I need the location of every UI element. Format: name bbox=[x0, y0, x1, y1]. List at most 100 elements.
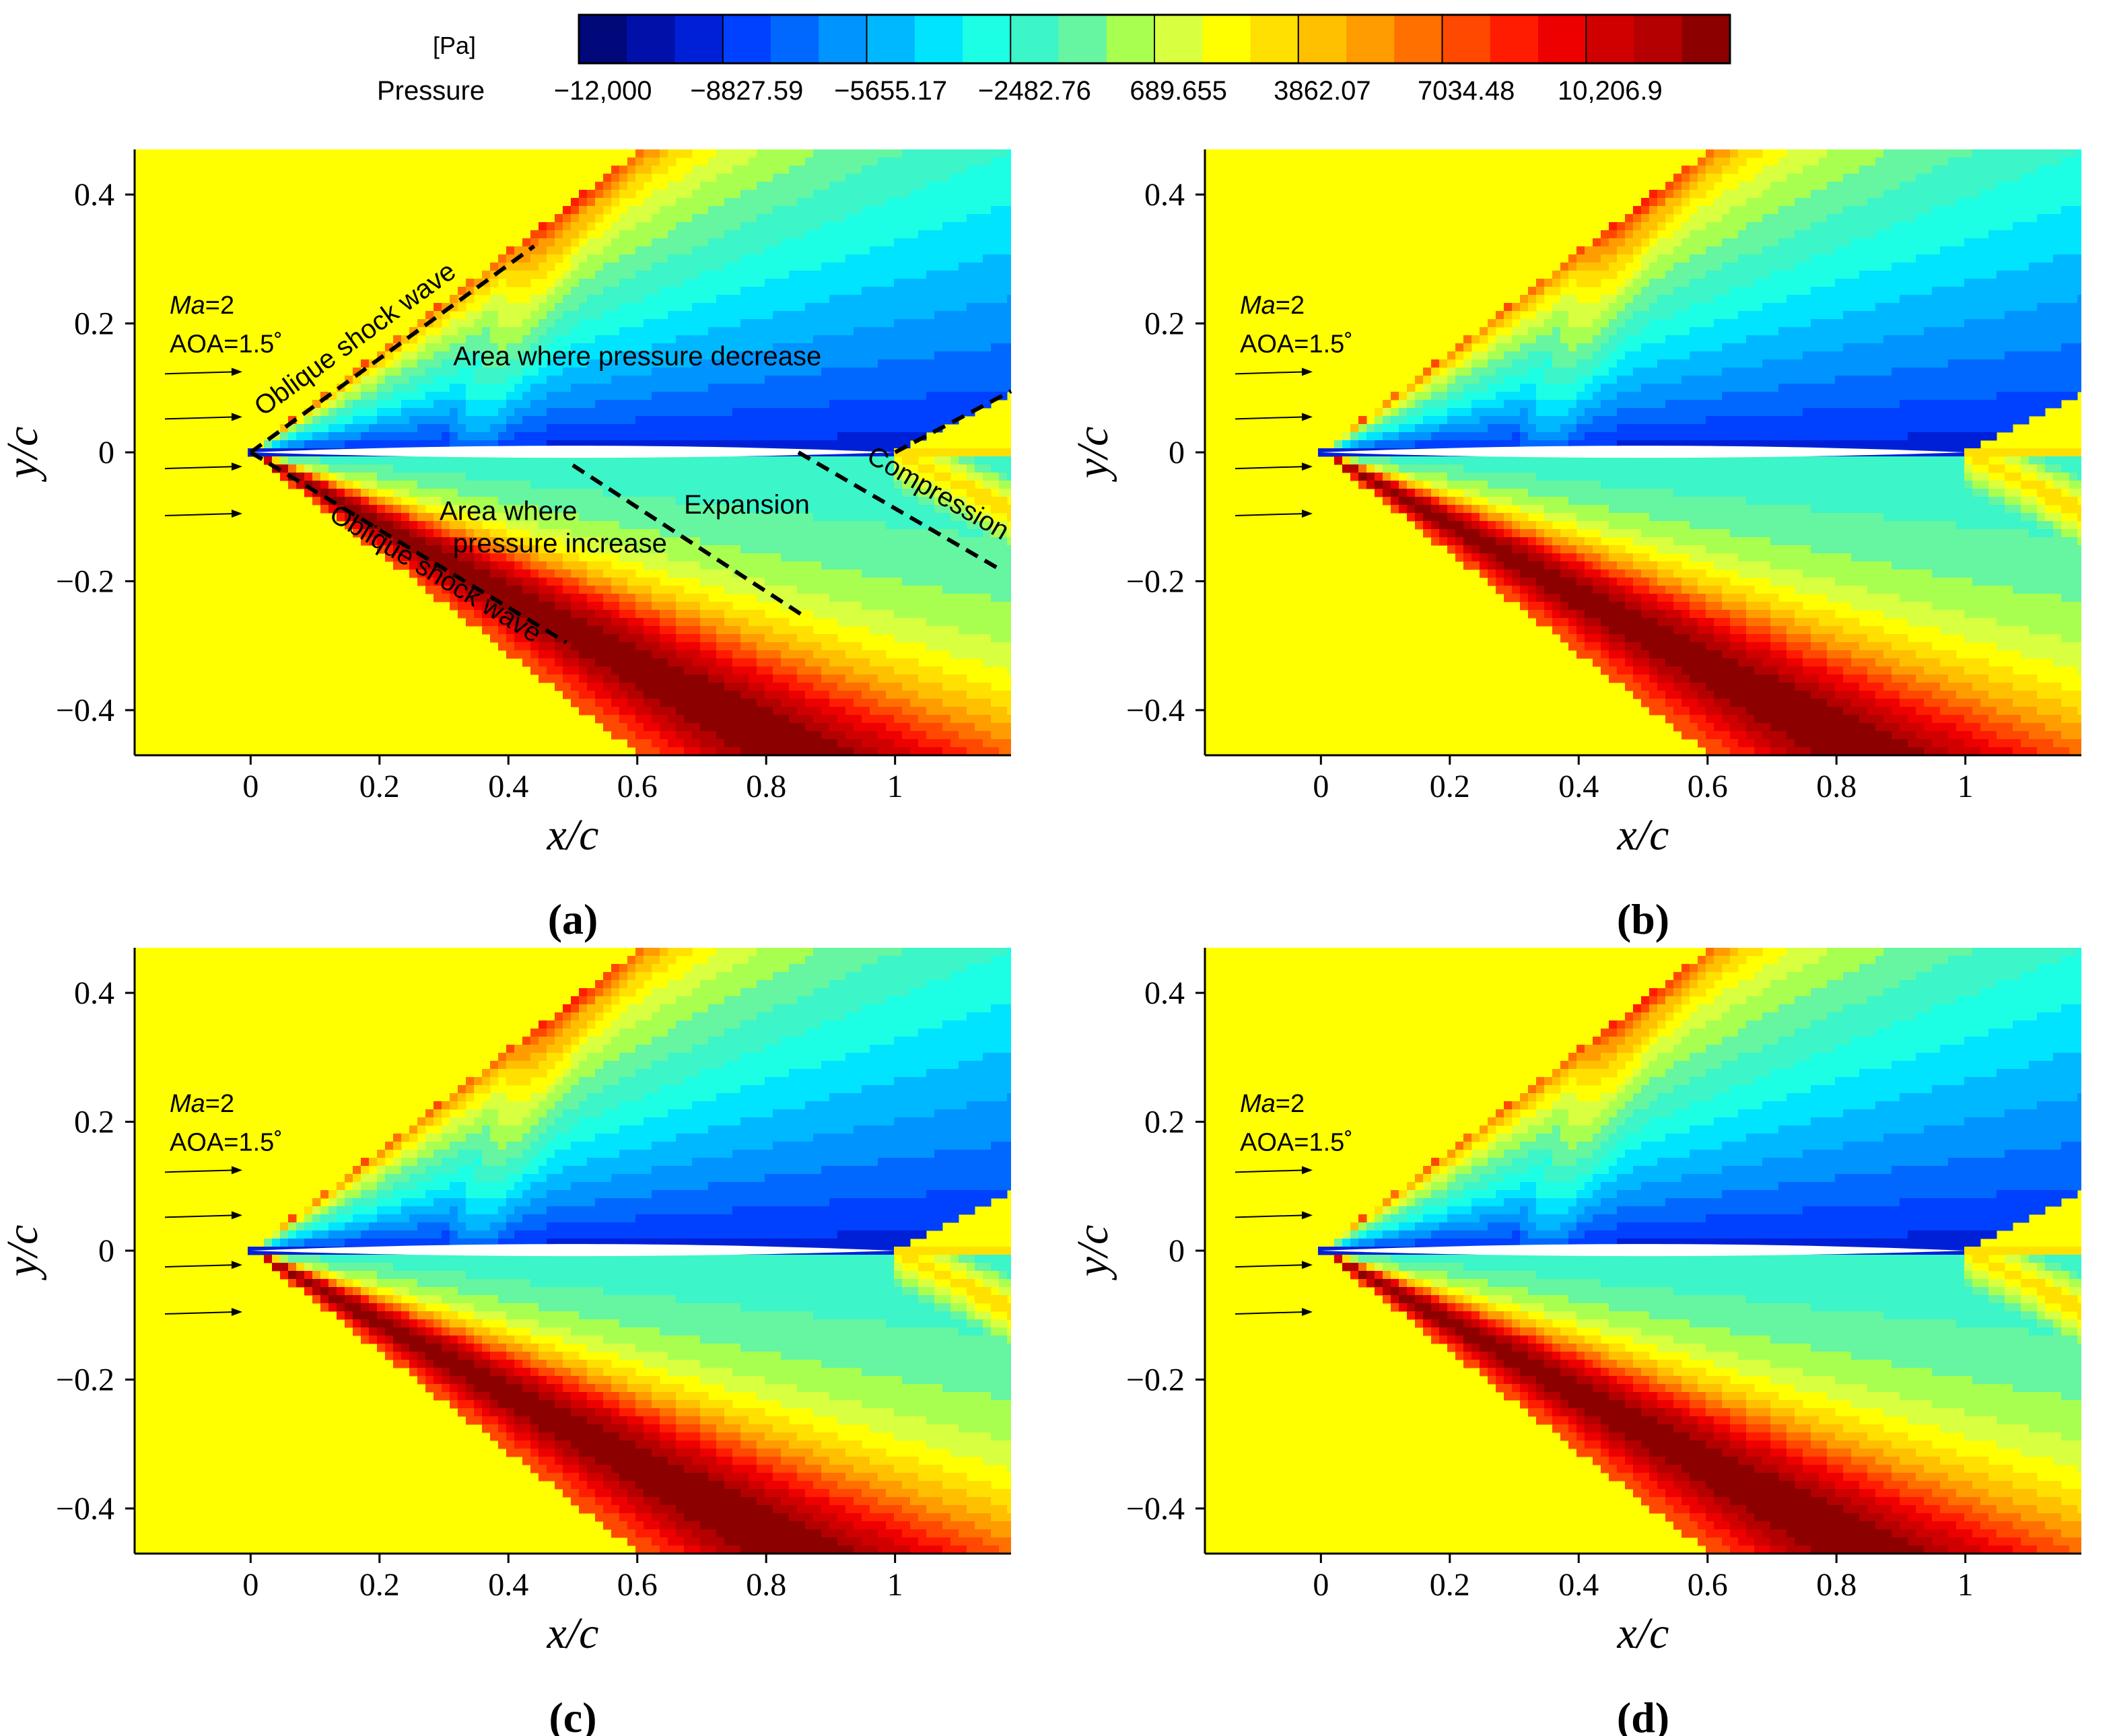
colorbar-swatch bbox=[1106, 15, 1155, 63]
colorbar-swatch bbox=[1346, 15, 1395, 63]
y-tick-label: 0.4 bbox=[74, 177, 114, 213]
panel-label: (c) bbox=[549, 1694, 596, 1736]
y-axis-label: y/c bbox=[1068, 1225, 1117, 1281]
pressure-colorbar: [Pa] Pressure −12,000 −8827.59 −5655.17 −24… bbox=[377, 13, 1731, 106]
colorbar-swatch bbox=[1681, 15, 1731, 63]
colorbar-swatch bbox=[1634, 15, 1683, 63]
y-tick-label: −0.2 bbox=[1126, 1362, 1185, 1397]
flow-arrow bbox=[1235, 1307, 1313, 1316]
x-tick-label: 0 bbox=[1313, 769, 1329, 804]
colorbar-swatch bbox=[1586, 15, 1635, 63]
colorbar-swatch bbox=[771, 15, 819, 63]
pressure-panel: 0 0.2 0.4 0.6 0.8 1 0.4 0.2 0 −0.2 −0.4 x/c y/c (a) Ma… bbox=[0, 149, 1014, 943]
x-tick-label: 0.6 bbox=[1688, 769, 1728, 804]
panel-label: (b) bbox=[1617, 895, 1669, 943]
x-tick-label: 0.6 bbox=[617, 769, 658, 804]
x-tick-label: 1 bbox=[1957, 1567, 1974, 1603]
y-tick-label: −0.2 bbox=[1126, 563, 1185, 599]
annotation-pressure-increase-1: Area where bbox=[440, 497, 578, 526]
aoa-label: AOA=1.5˚ bbox=[1240, 331, 1353, 359]
x-tick-label: 0 bbox=[1313, 1567, 1329, 1603]
flow-arrow bbox=[164, 1211, 242, 1220]
colorbar-swatch bbox=[866, 15, 915, 63]
colorbar-tick-label: −5655.17 bbox=[834, 76, 947, 106]
airfoil bbox=[1321, 446, 1966, 458]
y-tick-label: 0 bbox=[98, 435, 114, 471]
x-tick-label: 0.8 bbox=[1816, 769, 1857, 804]
mach-label: Ma=2 bbox=[1240, 291, 1305, 320]
colorbar-label: Pressure bbox=[377, 76, 485, 106]
flow-arrow bbox=[164, 1166, 242, 1175]
y-tick-label: 0.2 bbox=[74, 306, 114, 342]
flow-arrow bbox=[1235, 413, 1313, 421]
x-tick-label: 0.4 bbox=[488, 769, 528, 804]
flow-arrow bbox=[1235, 509, 1313, 518]
aoa-label: AOA=1.5˚ bbox=[170, 1129, 283, 1157]
contour-field bbox=[1205, 149, 2081, 755]
airfoil bbox=[250, 1244, 895, 1257]
flow-arrow bbox=[164, 1307, 242, 1316]
annotation-dash bbox=[894, 389, 1012, 454]
x-tick-label: 0.8 bbox=[746, 769, 786, 804]
x-tick-label: 1 bbox=[887, 1567, 903, 1603]
y-tick-label: −0.2 bbox=[56, 1362, 114, 1397]
y-tick-label: −0.2 bbox=[56, 563, 114, 599]
flow-arrow bbox=[1235, 368, 1313, 376]
y-tick-label: 0.4 bbox=[1144, 177, 1185, 213]
flow-arrow bbox=[1235, 1211, 1313, 1220]
colorbar-swatch bbox=[1442, 15, 1491, 63]
annotation-dash bbox=[249, 244, 536, 454]
x-tick-label: 0.4 bbox=[1558, 769, 1599, 804]
colorbar-tick-label: 7034.48 bbox=[1418, 76, 1515, 106]
panel-label: (a) bbox=[548, 895, 598, 943]
y-tick-label: 0.2 bbox=[1144, 1105, 1185, 1140]
colorbar-swatch bbox=[963, 15, 1011, 63]
mach-label: Ma=2 bbox=[170, 1090, 234, 1118]
colorbar-swatch bbox=[1202, 15, 1251, 63]
y-tick-label: 0.4 bbox=[74, 975, 114, 1011]
y-axis-label: y/c bbox=[0, 1225, 47, 1281]
colorbar-unit: [Pa] bbox=[433, 32, 476, 59]
colorbar-frame bbox=[578, 13, 1731, 65]
colorbar-swatch bbox=[1154, 15, 1203, 63]
annotation-dash bbox=[249, 450, 567, 645]
flow-arrow bbox=[1235, 1261, 1313, 1270]
y-tick-label: 0 bbox=[1169, 435, 1185, 471]
colorbar-swatch bbox=[1538, 15, 1587, 63]
y-axis-label: y/c bbox=[0, 427, 47, 483]
x-tick-label: 0.4 bbox=[1558, 1567, 1599, 1603]
colorbar-swatch bbox=[1394, 15, 1443, 63]
x-tick-label: 0.4 bbox=[488, 1567, 528, 1603]
contour-field bbox=[135, 149, 1011, 755]
colorbar-tick-label: 10,206.9 bbox=[1558, 76, 1663, 106]
x-tick-label: 0.6 bbox=[617, 1567, 658, 1603]
x-tick-label: 0.8 bbox=[746, 1567, 786, 1603]
flow-arrow bbox=[1235, 1166, 1313, 1175]
colorbar-tick-label: −12,000 bbox=[554, 76, 652, 106]
colorbar-swatch bbox=[914, 15, 963, 63]
pressure-panel: 0 0.2 0.4 0.6 0.8 1 0.4 0.2 0 −0.2 −0.4 x/c y/c (c) Ma… bbox=[0, 948, 1011, 1736]
colorbar-tick-label: −2482.76 bbox=[978, 76, 1091, 106]
mach-label: Ma=2 bbox=[1240, 1090, 1305, 1118]
y-tick-label: −0.4 bbox=[56, 693, 114, 728]
x-tick-label: 1 bbox=[1957, 769, 1974, 804]
y-tick-label: −0.4 bbox=[56, 1491, 114, 1527]
x-axis-label: x/c bbox=[1617, 1609, 1669, 1658]
x-tick-label: 0.8 bbox=[1816, 1567, 1857, 1603]
x-tick-label: 0 bbox=[242, 769, 258, 804]
contour-field bbox=[1205, 948, 2081, 1554]
pressure-panel: 0 0.2 0.4 0.6 0.8 1 0.4 0.2 0 −0.2 −0.4 x/c y/c (d) Ma… bbox=[1068, 948, 2081, 1736]
x-axis-label: x/c bbox=[547, 810, 599, 860]
x-tick-label: 0.2 bbox=[359, 1567, 400, 1603]
flow-arrow bbox=[164, 462, 242, 471]
x-axis-label: x/c bbox=[547, 1609, 599, 1658]
colorbar-swatch bbox=[1490, 15, 1539, 63]
y-tick-label: 0 bbox=[98, 1233, 114, 1269]
airfoil bbox=[1321, 1244, 1966, 1257]
aoa-label: AOA=1.5˚ bbox=[170, 331, 283, 359]
annotation-pressure-increase-2: pressure increase bbox=[453, 528, 667, 558]
colorbar-tick-label: 689.655 bbox=[1130, 76, 1227, 106]
colorbar-swatch bbox=[627, 15, 676, 63]
colorbar-swatch bbox=[722, 15, 771, 63]
